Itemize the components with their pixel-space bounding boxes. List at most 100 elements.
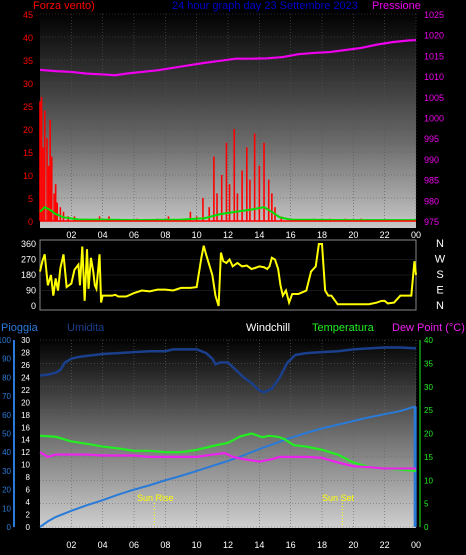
compass-label: N — [436, 238, 444, 250]
time-tick-label: 20 — [348, 230, 358, 240]
time-tick-label: 08 — [160, 230, 170, 240]
humidity-tick-label: 2 — [26, 511, 31, 520]
wind-gust-bar — [56, 202, 59, 221]
time-tick-label-bottom: 04 — [98, 540, 108, 550]
rain-line — [39, 405, 417, 528]
time-tick-label-bottom: 02 — [66, 540, 76, 550]
time-tick-label: 10 — [192, 230, 202, 240]
time-tick-label-bottom: 16 — [286, 540, 296, 550]
rain-tick-label: 30 — [2, 467, 11, 476]
pressure-line — [39, 38, 417, 77]
temperature-tick-label: 35 — [424, 359, 433, 368]
direction-tick-label: 360 — [21, 239, 36, 249]
time-tick-label: 12 — [223, 230, 233, 240]
wind-gust-bar — [253, 133, 256, 221]
wind-gust-bar — [241, 170, 243, 221]
wind-gust-bar — [233, 129, 236, 221]
humidity-tick-label: 4 — [26, 498, 31, 507]
wind-gust-bar — [267, 179, 270, 221]
temperature-tick-label: 25 — [424, 406, 433, 415]
dewpoint-line — [39, 451, 416, 470]
time-tick-label-bottom: 20 — [348, 540, 358, 550]
wind-gust-bar — [220, 175, 223, 221]
humidity-tick-label: 26 — [21, 361, 30, 370]
humidity-line — [39, 346, 417, 394]
wind-gust-bar — [202, 198, 204, 221]
wind-gust-bar — [208, 207, 210, 221]
direction-tick-label: 270 — [21, 255, 36, 265]
temperature-line — [39, 432, 417, 472]
rain-tick-label: 40 — [2, 448, 11, 457]
time-tick-label-bottom: 14 — [254, 540, 264, 550]
wind-tick-label: 45 — [23, 10, 33, 20]
rain-tick-label: 20 — [2, 486, 11, 495]
time-tick-label: 04 — [98, 230, 108, 240]
wind-average-line — [39, 205, 416, 222]
humidity-tick-label: 12 — [21, 448, 30, 457]
wind-gust-bar — [258, 165, 261, 221]
time-tick-label-bottom: 00 — [411, 540, 421, 550]
time-tick-label-bottom: 18 — [317, 540, 327, 550]
legend-windchill: Windchill — [246, 322, 290, 334]
pressure-tick-label: 995 — [424, 134, 439, 144]
wind-tick-label: 30 — [23, 79, 33, 89]
legend-umidita: Umidita — [67, 322, 105, 334]
wind-tick-label: 35 — [23, 56, 33, 66]
pressure-tick-label: 990 — [424, 155, 439, 165]
wind-axis-title: Forza vento) — [33, 0, 95, 12]
direction-tick-label: 90 — [26, 286, 36, 296]
time-tick-label-bottom: 22 — [380, 540, 390, 550]
wind-gust-bar — [46, 138, 48, 221]
rain-tick-label: 10 — [2, 504, 11, 513]
time-tick-label: 22 — [380, 230, 390, 240]
temperature-tick-label: 5 — [424, 500, 429, 509]
time-tick-label: 06 — [129, 230, 139, 240]
sunset-label: Sun Set — [322, 493, 355, 503]
time-tick-label-bottom: 10 — [192, 540, 202, 550]
rain-tick-label: 60 — [2, 411, 11, 420]
wind-gust-bar — [263, 142, 265, 221]
pressure-tick-label: 1010 — [424, 72, 444, 82]
humidity-tick-label: 14 — [21, 436, 30, 445]
pressure-tick-label: 1005 — [424, 93, 444, 103]
wind-direction-line — [39, 243, 417, 307]
pressure-tick-label: 980 — [424, 196, 439, 206]
humidity-tick-label: 22 — [21, 386, 30, 395]
humidity-tick-label: 16 — [21, 423, 30, 432]
time-tick-label-bottom: 12 — [223, 540, 233, 550]
rain-tick-label: 100 — [0, 336, 12, 345]
humidity-tick-label: 24 — [21, 373, 30, 382]
wind-gust-bar — [246, 147, 248, 221]
wind-tick-label: 15 — [23, 148, 33, 158]
wind-gust-bar — [249, 179, 251, 221]
pressure-tick-label: 985 — [424, 176, 439, 186]
legend-dewpoint: Dew Point (°C) — [392, 322, 465, 334]
wind-grid — [40, 13, 417, 291]
wind-gust-bar — [50, 156, 53, 221]
wind-gust-bar — [42, 147, 44, 221]
compass-label: S — [436, 269, 443, 281]
humidity-tick-label: 18 — [21, 411, 30, 420]
wind-tick-label: 5 — [28, 194, 33, 204]
direction-tick-label: 0 — [31, 301, 36, 311]
temp-grid — [40, 339, 417, 528]
sunrise-label: Sun Rise — [137, 493, 174, 503]
wind-gust-bar — [271, 193, 273, 221]
time-tick-label-bottom: 08 — [160, 540, 170, 550]
wind-tick-label: 20 — [23, 125, 33, 135]
humidity-tick-label: 28 — [21, 348, 30, 357]
wind-tick-label: 10 — [23, 171, 33, 181]
pressure-tick-label: 975 — [424, 217, 439, 227]
wind-tick-label: 0 — [28, 217, 33, 227]
wind-gust-bar — [167, 216, 170, 221]
temperature-tick-label: 30 — [424, 383, 433, 392]
humidity-tick-label: 0 — [26, 523, 31, 532]
temperature-tick-label: 15 — [424, 453, 433, 462]
humidity-tick-label: 10 — [21, 461, 30, 470]
rain-tick-label: 90 — [2, 355, 11, 364]
wind-gust-bar — [40, 96, 43, 221]
pressure-tick-label: 1020 — [424, 31, 444, 41]
time-tick-label-bottom: 06 — [129, 540, 139, 550]
rain-tick-label: 50 — [2, 430, 11, 439]
